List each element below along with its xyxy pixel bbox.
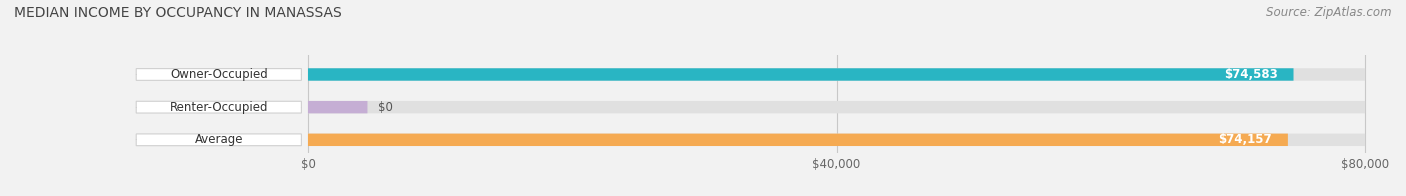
FancyBboxPatch shape: [136, 101, 301, 113]
Text: Owner-Occupied: Owner-Occupied: [170, 68, 267, 81]
FancyBboxPatch shape: [136, 69, 301, 80]
FancyBboxPatch shape: [308, 134, 1365, 146]
FancyBboxPatch shape: [308, 68, 1294, 81]
Text: $74,157: $74,157: [1219, 133, 1272, 146]
Text: MEDIAN INCOME BY OCCUPANCY IN MANASSAS: MEDIAN INCOME BY OCCUPANCY IN MANASSAS: [14, 6, 342, 20]
FancyBboxPatch shape: [308, 101, 367, 113]
Text: Average: Average: [194, 133, 243, 146]
FancyBboxPatch shape: [136, 134, 301, 146]
Text: Source: ZipAtlas.com: Source: ZipAtlas.com: [1267, 6, 1392, 19]
Text: $0: $0: [378, 101, 392, 114]
Text: Renter-Occupied: Renter-Occupied: [170, 101, 269, 114]
FancyBboxPatch shape: [308, 68, 1365, 81]
Text: $74,583: $74,583: [1223, 68, 1278, 81]
FancyBboxPatch shape: [308, 101, 1365, 113]
FancyBboxPatch shape: [308, 134, 1288, 146]
